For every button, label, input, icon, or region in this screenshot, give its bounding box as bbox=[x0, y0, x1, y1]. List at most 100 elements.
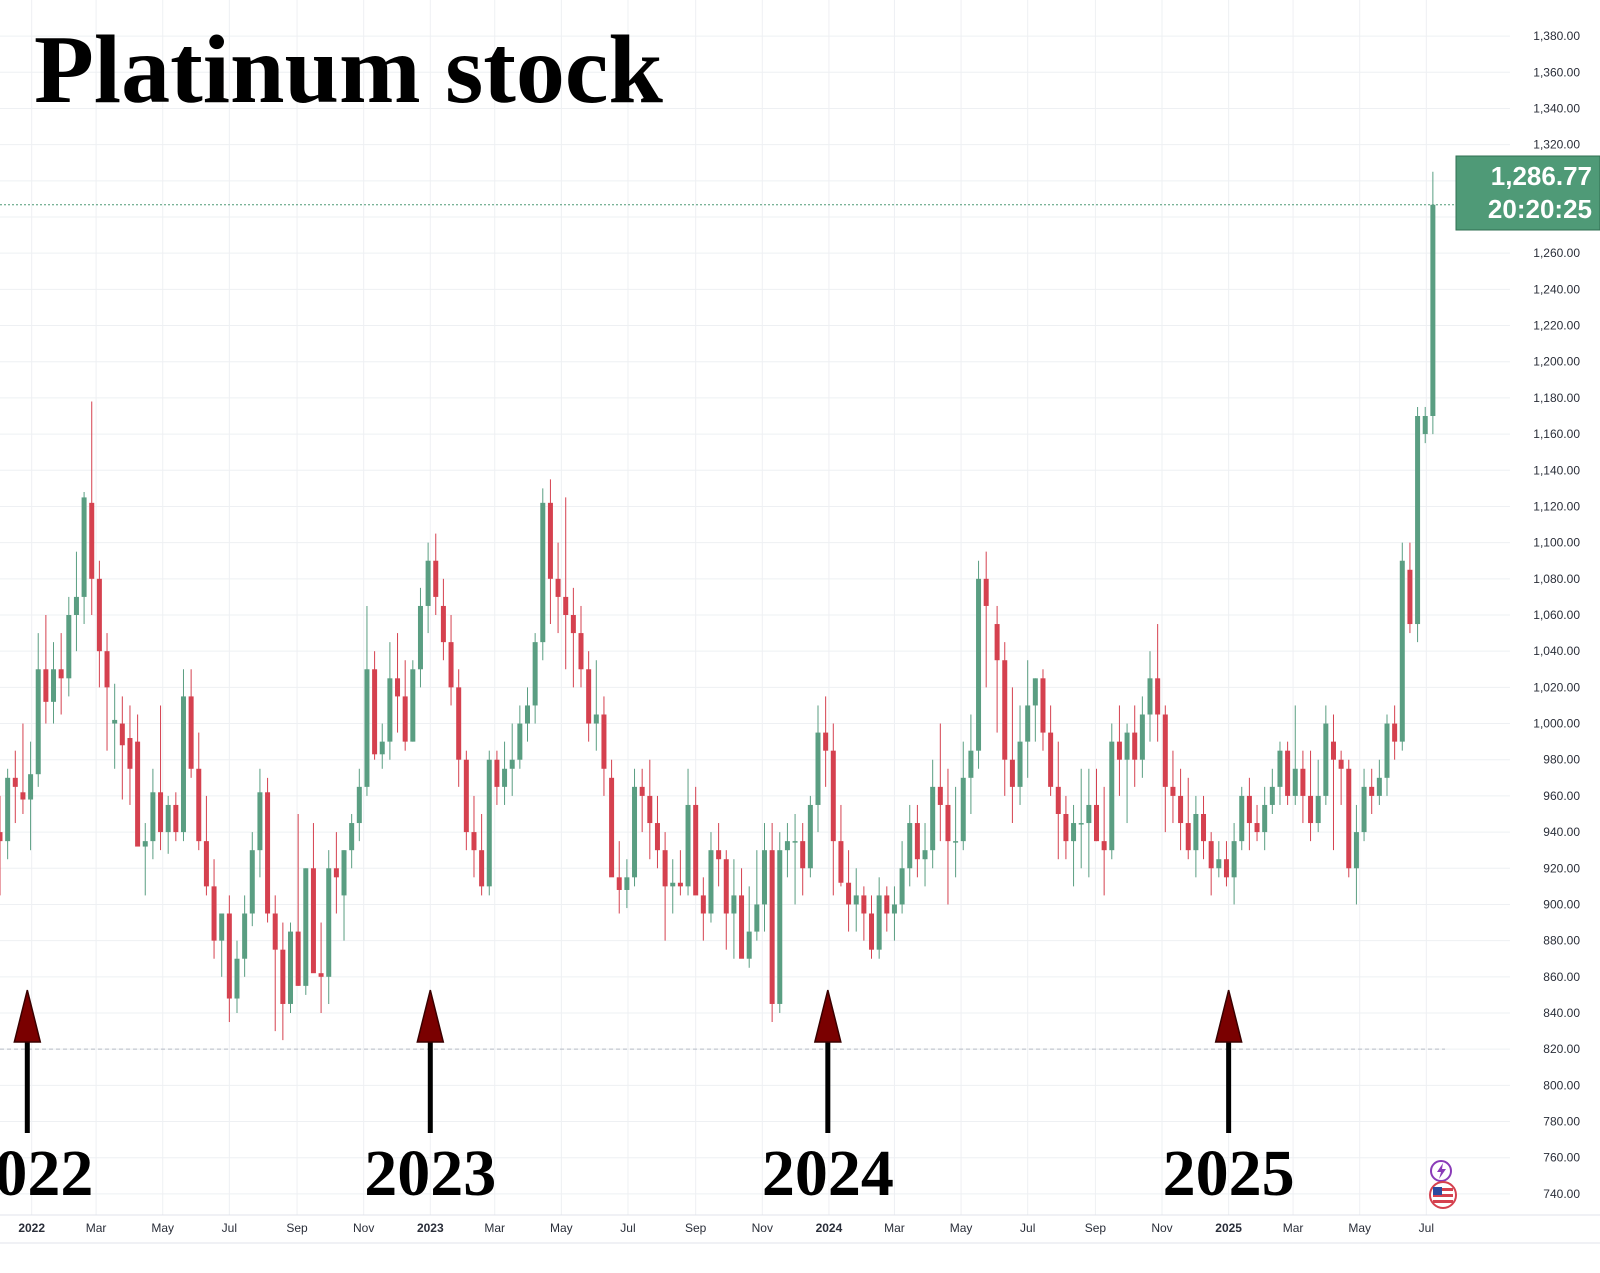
candle-body bbox=[1009, 759, 1015, 787]
y-tick-label: 900.00 bbox=[1543, 897, 1580, 911]
candle-body bbox=[677, 882, 683, 887]
candle-body bbox=[402, 696, 408, 742]
candle-body bbox=[746, 931, 752, 959]
candle-body bbox=[1178, 795, 1184, 824]
x-tick-label: 2022 bbox=[18, 1221, 45, 1235]
y-tick-label: 1,320.00 bbox=[1533, 138, 1580, 152]
candle-body bbox=[616, 877, 622, 890]
candle-body bbox=[547, 502, 553, 579]
candle-body bbox=[356, 786, 362, 824]
candle-body bbox=[953, 841, 959, 843]
y-tick-label: 1,000.00 bbox=[1533, 717, 1580, 731]
candle-body bbox=[731, 895, 737, 914]
year-annotation: 2022 bbox=[0, 989, 93, 1210]
candle-body bbox=[372, 669, 378, 755]
candle-body bbox=[1422, 416, 1428, 435]
x-tick-label: Jul bbox=[1419, 1221, 1434, 1235]
candle-body bbox=[647, 795, 653, 824]
candle-body bbox=[127, 738, 133, 769]
candle-body bbox=[708, 850, 714, 914]
candle-body bbox=[1101, 841, 1107, 851]
candle-body bbox=[440, 605, 446, 643]
candle-body bbox=[417, 605, 423, 670]
candle-body bbox=[693, 804, 699, 896]
candle-body bbox=[593, 714, 599, 724]
candle-body bbox=[1430, 204, 1436, 416]
candle-body bbox=[792, 841, 798, 843]
annotation-year-label: 2023 bbox=[364, 1137, 496, 1210]
candle-body bbox=[945, 804, 951, 842]
candle-body bbox=[310, 868, 316, 974]
candle-body bbox=[1078, 823, 1084, 825]
candle-body bbox=[1384, 723, 1390, 778]
candles-layer bbox=[0, 171, 1436, 1041]
candle-body bbox=[379, 741, 385, 755]
candle-body bbox=[1300, 768, 1306, 796]
candle-body bbox=[517, 723, 523, 760]
y-tick-label: 1,140.00 bbox=[1533, 463, 1580, 477]
candle-body bbox=[295, 931, 301, 986]
candle-body bbox=[994, 624, 1000, 661]
y-tick-label: 1,340.00 bbox=[1533, 101, 1580, 115]
candle-body bbox=[823, 732, 829, 751]
candle-body bbox=[509, 759, 515, 769]
candle-body bbox=[914, 823, 920, 860]
candle-body bbox=[869, 913, 875, 950]
candle-body bbox=[81, 497, 87, 597]
candle-body bbox=[1071, 823, 1077, 842]
candle-body bbox=[1369, 786, 1375, 796]
candle-body bbox=[1361, 786, 1367, 833]
y-tick-label: 820.00 bbox=[1543, 1042, 1580, 1056]
candle-body bbox=[479, 850, 485, 887]
candle-body bbox=[211, 886, 217, 941]
candle-body bbox=[341, 850, 347, 896]
candle-body bbox=[563, 596, 569, 615]
y-tick-label: 780.00 bbox=[1543, 1115, 1580, 1129]
candle-body bbox=[272, 913, 278, 950]
price-badge-box bbox=[1455, 155, 1600, 231]
candle-body bbox=[196, 768, 202, 842]
candle-body bbox=[907, 823, 913, 869]
candle-body bbox=[1292, 768, 1298, 796]
candle-body bbox=[242, 913, 248, 959]
candle-body bbox=[609, 777, 615, 878]
candle-body bbox=[66, 615, 72, 679]
annotation-arrow-head bbox=[1214, 989, 1243, 1043]
candle-body bbox=[739, 895, 745, 959]
candle-body bbox=[807, 804, 813, 869]
candle-body bbox=[502, 768, 508, 787]
candle-body bbox=[624, 877, 630, 890]
candle-body bbox=[288, 931, 294, 1004]
candle-body bbox=[601, 714, 607, 769]
price-badge-price: 1,286.77 bbox=[1491, 161, 1592, 191]
candle-body bbox=[930, 786, 936, 851]
annotation-arrow-head bbox=[416, 989, 445, 1043]
x-tick-label: Mar bbox=[1283, 1221, 1304, 1235]
candle-body bbox=[1323, 723, 1329, 796]
x-tick-label: Nov bbox=[353, 1221, 374, 1235]
candle-body bbox=[364, 669, 370, 787]
candle-body bbox=[830, 750, 836, 842]
lightning-icon[interactable] bbox=[1430, 1160, 1452, 1182]
candle-body bbox=[142, 841, 148, 847]
us-flag-icon[interactable] bbox=[1429, 1181, 1457, 1209]
candle-body bbox=[265, 792, 271, 914]
grid-layer bbox=[0, 0, 1600, 1244]
x-tick-label: 2023 bbox=[417, 1221, 444, 1235]
candle-body bbox=[203, 841, 209, 887]
candle-body bbox=[58, 669, 64, 679]
year-annotation: 2023 bbox=[364, 989, 496, 1210]
candle-body bbox=[983, 578, 989, 606]
candle-body bbox=[486, 759, 492, 887]
x-tick-label: Nov bbox=[752, 1221, 773, 1235]
candle-body bbox=[1269, 786, 1275, 805]
annotation-arrow-head bbox=[13, 989, 42, 1043]
candle-body bbox=[448, 642, 454, 688]
x-tick-label: May bbox=[550, 1221, 573, 1235]
candle-body bbox=[1262, 804, 1268, 833]
candle-body bbox=[937, 786, 943, 805]
x-tick-label: 2024 bbox=[816, 1221, 843, 1235]
candle-body bbox=[303, 868, 309, 986]
